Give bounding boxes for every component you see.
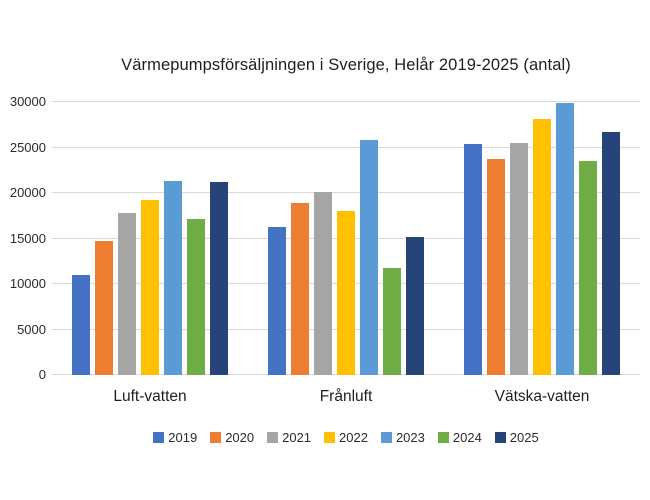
bar (406, 236, 424, 375)
x-axis: Luft-vatten Frånluft Vätska-vatten (52, 388, 640, 406)
legend-item: 2020 (210, 431, 254, 444)
y-axis: 0 5000 10000 15000 20000 25000 30000 (0, 94, 46, 382)
legend-item: 2019 (153, 431, 197, 444)
x-axis-category-label: Vätska-vatten (494, 388, 590, 405)
y-axis-tick-label: 10000 (9, 276, 46, 291)
bar (487, 159, 505, 375)
legend-label: 2023 (395, 430, 425, 445)
legend-item: 2022 (324, 431, 368, 444)
gridline (52, 146, 640, 148)
plot-area (52, 101, 640, 375)
bar (464, 143, 482, 375)
bar (360, 140, 378, 375)
legend-label: 2020 (225, 430, 255, 445)
legend-label: 2024 (452, 430, 482, 445)
y-axis-tick-label: 25000 (9, 139, 46, 155)
legend-label: 2019 (168, 430, 198, 445)
legend-swatch (267, 432, 279, 443)
y-axis-tick-label: 30000 (9, 94, 46, 109)
bar (314, 192, 332, 375)
legend-item: 2025 (494, 430, 539, 445)
bar (556, 102, 574, 375)
legend-swatch (380, 432, 392, 443)
bar-group (248, 102, 444, 375)
bar (187, 219, 205, 375)
bar (291, 203, 309, 375)
legend-swatch (153, 432, 165, 443)
x-axis-category-label: Luft-vatten (113, 388, 187, 405)
legend-swatch (494, 432, 506, 443)
legend-label: 2022 (339, 430, 368, 445)
bar (383, 267, 401, 375)
legend-label: 2021 (282, 430, 312, 445)
gridline (52, 192, 640, 193)
gridline (52, 101, 640, 102)
bar (141, 200, 159, 375)
bar (337, 211, 355, 375)
legend-label: 2025 (509, 430, 539, 445)
bar (533, 119, 551, 375)
bar (210, 182, 228, 375)
chart-title: Värmepumpsförsäljningen i Sverige, Helår… (121, 56, 571, 74)
bar (268, 226, 286, 375)
legend-swatch (437, 432, 449, 443)
y-axis-tick-label: 20000 (9, 185, 46, 200)
bar-group (52, 102, 248, 375)
bar (579, 161, 597, 375)
legend-item: 2024 (437, 430, 482, 445)
bar-group (444, 102, 640, 375)
bar (510, 142, 528, 375)
y-axis-tick-label: 0 (38, 367, 46, 382)
legend: 2019 2020 2021 2022 2023 2024 2025 (52, 431, 640, 444)
legend-item: 2023 (380, 430, 425, 445)
bar (602, 132, 620, 375)
y-axis-tick-label: 15000 (9, 230, 46, 246)
bar (72, 274, 90, 375)
x-axis-category-label: Frånluft (319, 388, 373, 405)
legend-swatch (324, 432, 336, 443)
legend-item: 2021 (267, 431, 311, 444)
legend-swatch (210, 432, 222, 443)
bar (164, 181, 182, 375)
bar-groups (52, 102, 640, 375)
bar (118, 213, 136, 375)
bar (95, 241, 113, 375)
y-axis-tick-label: 5000 (17, 321, 46, 337)
